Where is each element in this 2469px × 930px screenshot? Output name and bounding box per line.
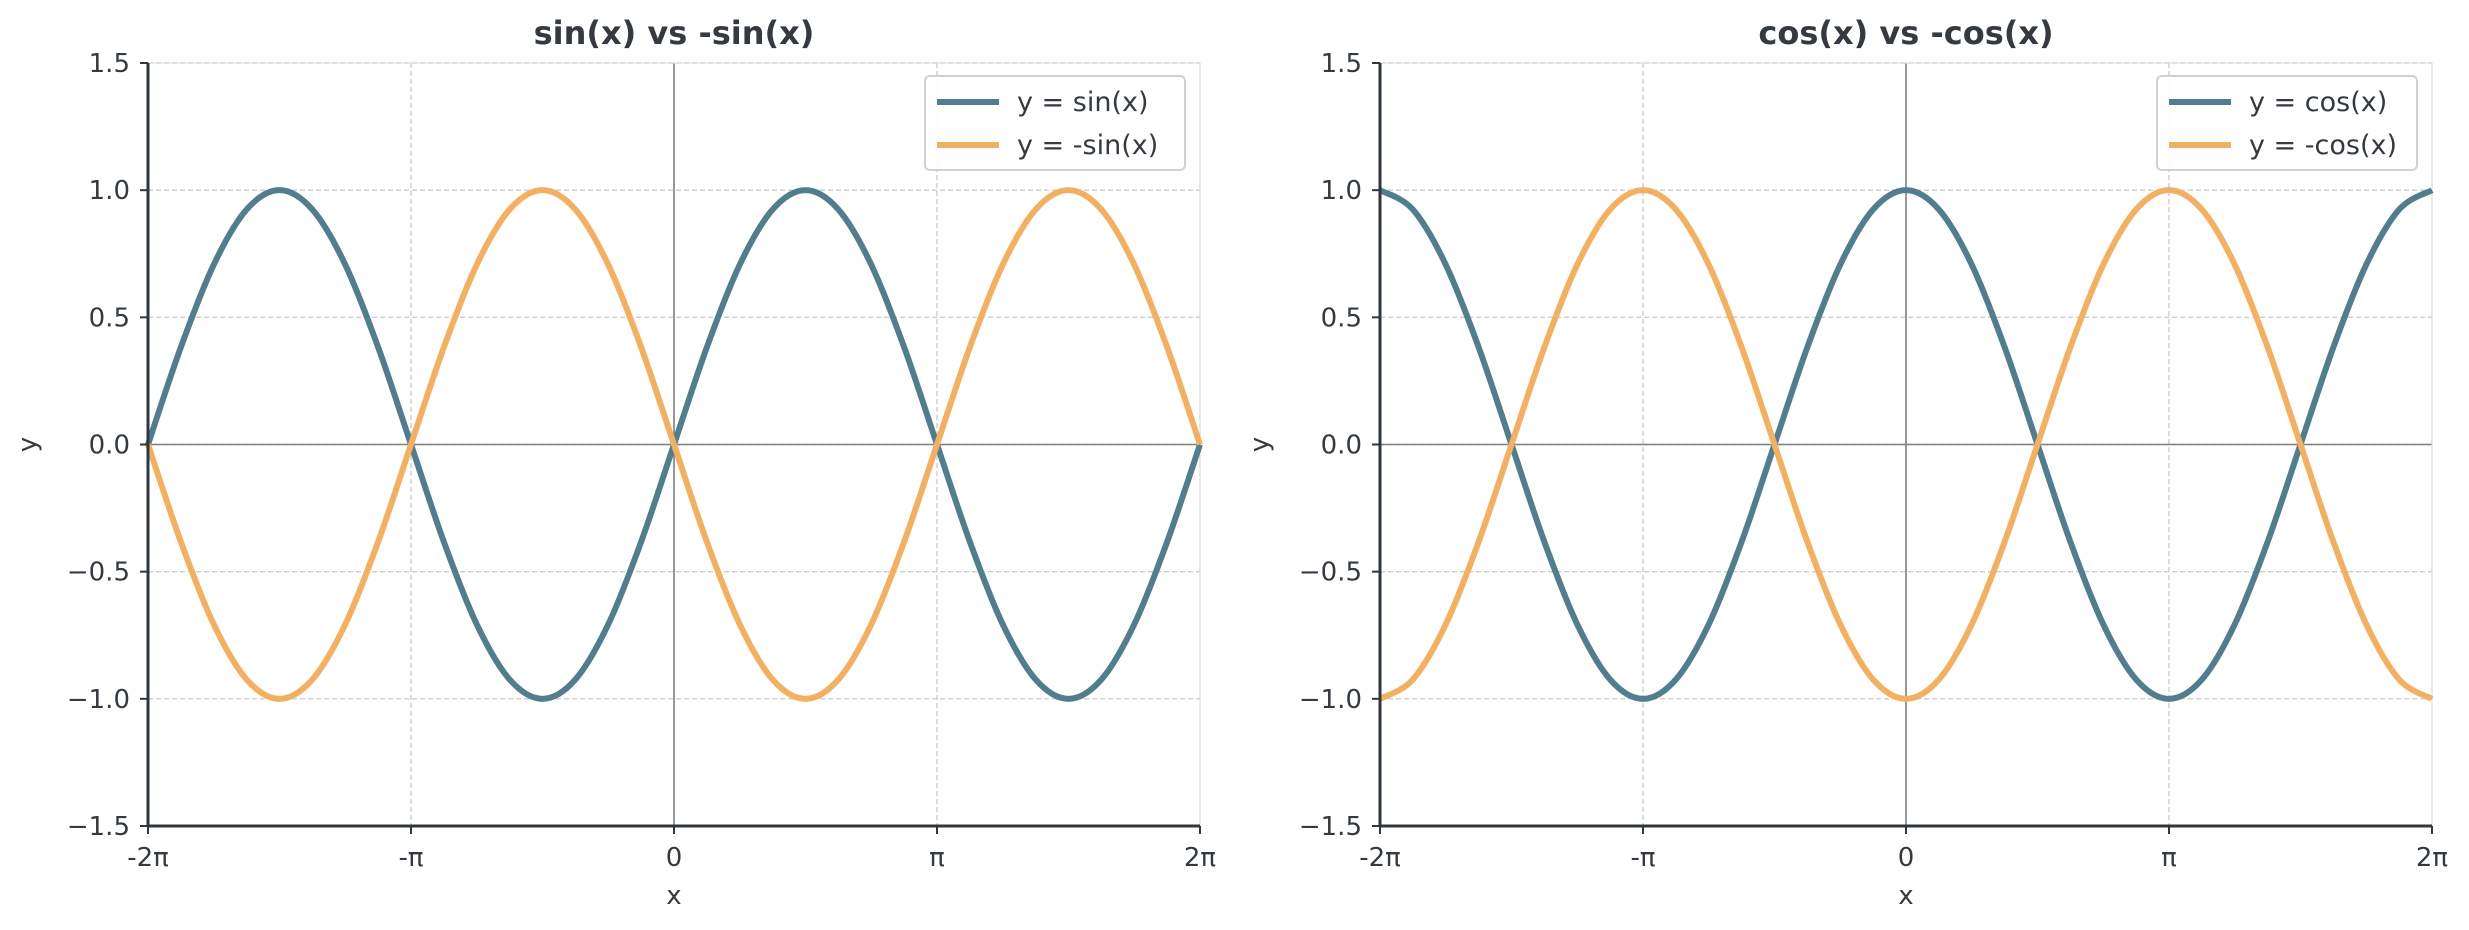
- x-tick-label: -2π: [1359, 843, 1401, 873]
- y-tick-label: −0.5: [1299, 558, 1362, 588]
- x-tick-label: 0: [666, 843, 683, 873]
- x-tick-label: -π: [1630, 843, 1655, 873]
- y-axis-label: y: [13, 437, 43, 452]
- legend-label-0: y = sin(x): [1017, 87, 1149, 118]
- y-tick-label: −1.0: [67, 685, 130, 715]
- y-axis-label: y: [1245, 437, 1275, 452]
- x-tick-label: 2π: [2416, 843, 2448, 873]
- y-tick-label: −1.0: [1299, 685, 1362, 715]
- x-tick-label: -π: [398, 843, 423, 873]
- x-tick-label: π: [2161, 843, 2177, 873]
- chart-title: sin(x) vs -sin(x): [534, 14, 815, 52]
- y-tick-label: 0.0: [89, 431, 130, 461]
- y-tick-label: 1.5: [1321, 49, 1362, 79]
- y-tick-label: 0.0: [1321, 431, 1362, 461]
- chart-panel-cos: −1.5 −1.0 −0.5 0.0 0.5 1.0 1.5 -2π -π 0 π 2π x y cos(x…: [1245, 14, 2448, 911]
- x-tick-label: 2π: [1184, 843, 1216, 873]
- y-tick-label: −1.5: [1299, 812, 1362, 842]
- x-tick-label: 0: [1898, 843, 1915, 873]
- legend-label-1: y = -cos(x): [2249, 130, 2397, 161]
- y-tick-label: 1.5: [89, 49, 130, 79]
- y-tick-label: 0.5: [1321, 303, 1362, 333]
- x-axis-label: x: [666, 881, 681, 911]
- x-tick-label: -2π: [127, 843, 169, 873]
- y-tick-label: 1.0: [1321, 176, 1362, 206]
- chart-panel-sin: −1.5 −1.0 −0.5 0.0 0.5 1.0 1.5 -2π -π 0 π 2π x y sin(x…: [13, 14, 1216, 911]
- chart-title: cos(x) vs -cos(x): [1758, 14, 2053, 52]
- y-tick-label: −1.5: [67, 812, 130, 842]
- x-axis-label: x: [1898, 881, 1913, 911]
- series-line-cos-0: [1378, 187, 2434, 702]
- legend-label-1: y = -sin(x): [1017, 130, 1158, 161]
- series-line-cos-1: [1378, 187, 2434, 702]
- y-tick-label: 1.0: [89, 176, 130, 206]
- x-tick-label: π: [929, 843, 945, 873]
- y-tick-label: 0.5: [89, 303, 130, 333]
- y-tick-label: −0.5: [67, 558, 130, 588]
- legend: y = cos(x) y = -cos(x): [2156, 75, 2418, 171]
- legend-label-0: y = cos(x): [2249, 87, 2387, 118]
- legend: y = sin(x) y = -sin(x): [924, 75, 1186, 171]
- series-line-sin-1: [145, 187, 1203, 702]
